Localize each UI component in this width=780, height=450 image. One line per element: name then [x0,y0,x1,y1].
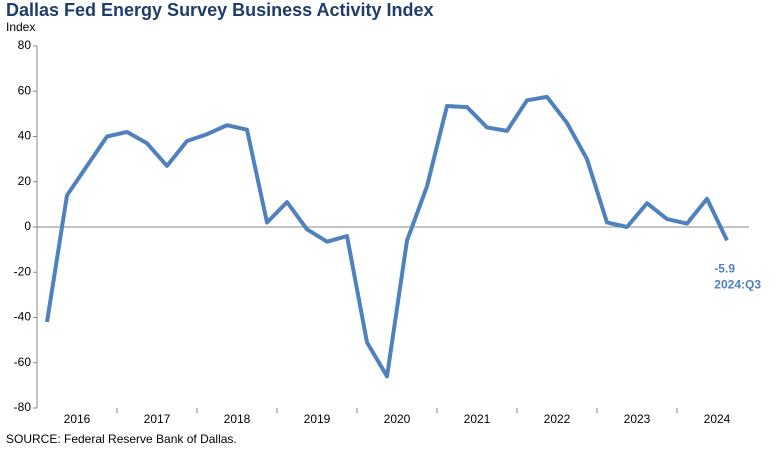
x-tick-label: 2024 [704,412,731,426]
x-tick-label: 2020 [384,412,411,426]
y-tick-label: 80 [18,38,32,52]
annotation: 2024:Q3 [714,278,761,292]
x-tick-label: 2017 [144,412,171,426]
y-tick-label: 20 [18,174,32,188]
source: SOURCE: Federal Reserve Bank of Dallas. [6,432,237,446]
data-label: -5.9 [714,262,735,276]
x-tick-label: 2022 [544,412,571,426]
x-tick-label: 2016 [64,412,91,426]
y-tick-label: -40 [14,310,32,324]
x-tick-label: 2023 [624,412,651,426]
y-tick-label: 60 [18,83,32,97]
chart-title: Dallas Fed Energy Survey Business Activi… [6,0,434,20]
y-tick-label: 0 [24,219,31,233]
x-tick-label: 2019 [304,412,331,426]
y-tick-label: -80 [14,400,32,414]
y-tick-label: -20 [14,264,32,278]
y-axis-label: Index [6,20,35,34]
data-line [45,94,729,379]
x-tick-label: 2021 [464,412,491,426]
y-tick-label: -60 [14,355,32,369]
x-tick-label: 2018 [224,412,251,426]
y-tick-label: 40 [18,129,32,143]
